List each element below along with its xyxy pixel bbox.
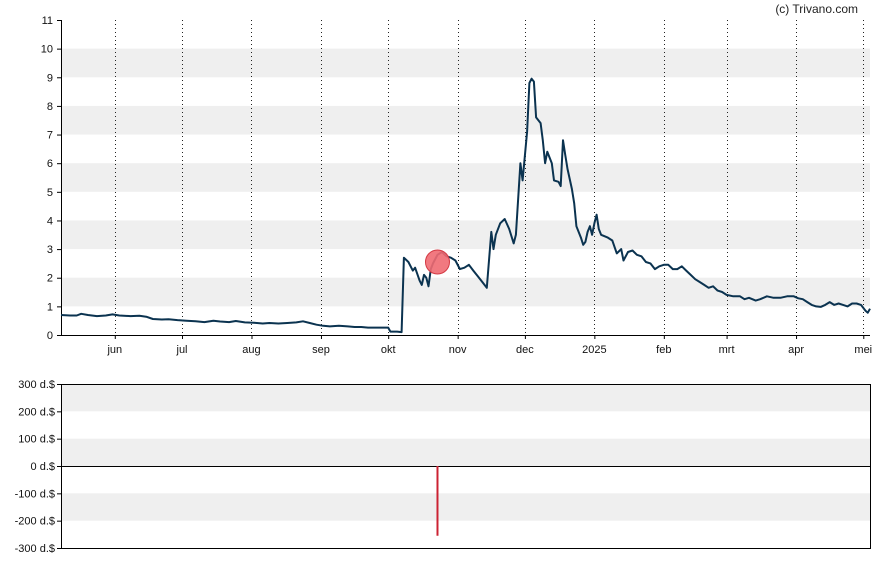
price-marker bbox=[424, 249, 450, 275]
volume-y-tick-label: -300 d.$ bbox=[15, 543, 55, 555]
volume-y-tick-label: 0 d.$ bbox=[31, 461, 55, 473]
price-y-tick-label: 9 bbox=[47, 72, 53, 84]
price-axes bbox=[61, 20, 870, 336]
price-band bbox=[61, 163, 870, 192]
volume-bands bbox=[61, 384, 870, 521]
price-x-tick-label: 2025 bbox=[582, 344, 606, 356]
price-y-tick-label: 3 bbox=[47, 244, 53, 256]
volume-y-tick-labels: 300 d.$ 200 d.$ 100 d.$ 0 d.$ -100 d.$ -200 d… bbox=[15, 379, 61, 555]
price-x-tick-label: nov bbox=[449, 344, 467, 356]
volume-y-tick-label: 200 d.$ bbox=[18, 406, 55, 418]
price-x-tick-label: jul bbox=[176, 344, 188, 356]
price-band bbox=[61, 105, 870, 135]
price-x-tick-label: feb bbox=[656, 344, 671, 356]
price-band bbox=[61, 277, 870, 307]
price-x-tick-label: jun bbox=[106, 344, 122, 356]
price-vertical-grid bbox=[115, 20, 864, 335]
price-x-tick-label: apr bbox=[788, 344, 804, 356]
price-line bbox=[60, 77, 871, 334]
price-x-tick-label: mei bbox=[854, 344, 872, 356]
price-y-tick-label: 4 bbox=[47, 215, 53, 227]
volume-band bbox=[61, 384, 870, 412]
price-y-tick-label: 0 bbox=[47, 330, 53, 342]
price-y-tick-label: 5 bbox=[47, 187, 53, 199]
price-y-tick-label: 11 bbox=[42, 15, 53, 27]
price-x-tick-label: dec bbox=[516, 344, 534, 356]
price-y-tick-label: 2 bbox=[47, 273, 53, 285]
volume-y-tick-label: 300 d.$ bbox=[18, 379, 55, 391]
price-band bbox=[61, 220, 870, 250]
price-y-tick-label: 1 bbox=[47, 301, 53, 313]
volume-y-tick-label: -200 d.$ bbox=[15, 516, 55, 528]
price-y-tick-label: 8 bbox=[47, 101, 53, 113]
volume-y-tick-label: 100 d.$ bbox=[18, 434, 55, 446]
price-y-tick-label: 10 bbox=[41, 44, 53, 56]
volume-y-tick-label: -100 d.$ bbox=[15, 488, 55, 500]
price-y-tick-label: 7 bbox=[47, 130, 53, 142]
volume-band bbox=[61, 493, 870, 521]
price-y-tick-labels: 0 1 2 3 4 5 6 7 8 9 10 11 bbox=[41, 15, 61, 342]
price-x-tick-label: aug bbox=[242, 344, 260, 356]
price-x-tick-label: okt bbox=[381, 344, 396, 356]
volume-axes bbox=[61, 384, 871, 549]
price-x-tick-label: mrt bbox=[719, 344, 735, 356]
price-bands bbox=[61, 48, 870, 307]
volume-band bbox=[61, 438, 870, 466]
price-band bbox=[61, 48, 870, 78]
price-x-tick-label: sep bbox=[312, 344, 330, 356]
price-x-tick-labels: jun jul aug sep okt nov dec 2025 feb mrt apr mei bbox=[106, 335, 872, 356]
price-y-tick-label: 6 bbox=[47, 158, 53, 170]
credit-text: (c) Trivano.com bbox=[775, 2, 858, 16]
